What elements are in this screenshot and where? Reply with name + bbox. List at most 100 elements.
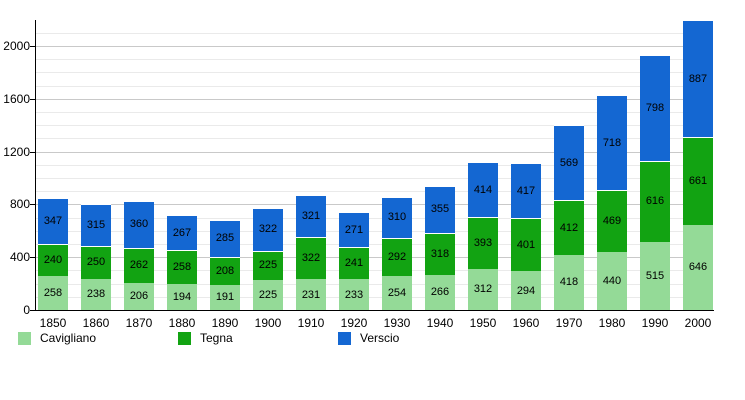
bar-segment-tegna-1870 — [124, 248, 154, 283]
bar-segment-cavigliano-1930 — [382, 276, 412, 310]
gridline-900 — [35, 191, 713, 193]
bar-segment-tegna-1860 — [81, 245, 111, 279]
y-axis-line — [35, 20, 36, 310]
bar-segment-tegna-1950 — [468, 216, 498, 269]
value-label-cavigliano-1870: 206 — [129, 290, 149, 303]
bar-segment-cavigliano-1880 — [167, 284, 197, 310]
value-label-cavigliano-1930: 254 — [387, 287, 407, 300]
x-axis-label-1880: 1880 — [168, 316, 196, 330]
value-label-cavigliano-1970: 418 — [559, 276, 579, 289]
y-axis-label-0: 0 — [23, 303, 30, 317]
gridline-700 — [35, 217, 713, 219]
bar-segment-cavigliano-1980 — [597, 251, 627, 310]
x-axis-label-1980: 1980 — [598, 316, 626, 330]
value-label-verscio-1950: 414 — [473, 183, 493, 196]
x-axis-label-2000: 2000 — [684, 316, 712, 330]
y-axis-tick-800 — [30, 204, 35, 206]
bar-segment-verscio-1860 — [81, 203, 111, 246]
gridline-1900 — [35, 59, 713, 61]
bar-segment-cavigliano-1860 — [81, 278, 111, 310]
gridline-1200 — [35, 151, 713, 153]
value-label-cavigliano-1900: 225 — [258, 289, 278, 302]
bar-segment-tegna-1990 — [640, 160, 670, 242]
gridline-1000 — [35, 177, 713, 179]
bar-segment-tegna-1890 — [210, 257, 240, 285]
y-axis-label-800: 800 — [9, 197, 30, 212]
value-label-tegna-1890: 208 — [215, 265, 235, 278]
x-axis-label-1960: 1960 — [512, 316, 540, 330]
value-label-cavigliano-2000: 646 — [688, 261, 708, 274]
bar-segment-tegna-1960 — [511, 218, 541, 272]
gridline-1500 — [35, 111, 713, 113]
gridline-2100 — [35, 32, 713, 34]
y-axis-tick-1600 — [30, 98, 35, 100]
x-axis-label-1950: 1950 — [469, 316, 497, 330]
value-label-verscio-1990: 798 — [645, 101, 665, 114]
bar-segment-verscio-1930 — [382, 196, 412, 238]
value-label-verscio-1870: 360 — [129, 218, 149, 231]
value-label-verscio-1940: 355 — [430, 203, 450, 216]
bar-segment-cavigliano-1940 — [425, 274, 455, 310]
x-axis-label-1940: 1940 — [426, 316, 454, 330]
bar-segment-verscio-1960 — [511, 163, 541, 219]
value-label-cavigliano-1920: 233 — [344, 288, 364, 301]
gridline-300 — [35, 270, 713, 272]
bar-segment-tegna-1930 — [382, 237, 412, 277]
value-label-verscio-1860: 315 — [86, 218, 106, 231]
bar-segment-verscio-2000 — [683, 20, 713, 138]
bar-segment-cavigliano-1870 — [124, 282, 154, 310]
value-label-tegna-1970: 412 — [559, 221, 579, 234]
x-axis-label-1900: 1900 — [254, 316, 282, 330]
legend-swatch-cavigliano — [18, 331, 31, 345]
value-label-cavigliano-1940: 266 — [430, 286, 450, 299]
bar-segment-verscio-1870 — [124, 200, 154, 249]
x-axis-label-1850: 1850 — [39, 316, 67, 330]
bar-segment-tegna-1880 — [167, 250, 197, 285]
x-axis-label-1870: 1870 — [125, 316, 153, 330]
y-axis-label-400: 400 — [9, 250, 30, 265]
gridline-800 — [35, 204, 713, 206]
x-axis-label-1860: 1860 — [82, 316, 110, 330]
value-label-cavigliano-1880: 194 — [172, 291, 192, 304]
value-label-cavigliano-1850: 258 — [43, 286, 63, 299]
value-label-tegna-1880: 258 — [172, 261, 192, 274]
bar-segment-verscio-1940 — [425, 185, 455, 233]
gridline-600 — [35, 230, 713, 232]
bar-segment-cavigliano-2000 — [683, 224, 713, 310]
y-axis-label-1200: 1200 — [3, 144, 30, 159]
value-label-tegna-1980: 469 — [602, 214, 622, 227]
value-label-tegna-1990: 616 — [645, 195, 665, 208]
x-axis-label-1970: 1970 — [555, 316, 583, 330]
x-axis-label-1920: 1920 — [340, 316, 368, 330]
value-label-verscio-1970: 569 — [559, 156, 579, 169]
y-axis-label-1600: 1600 — [3, 91, 30, 106]
bar-segment-verscio-1900 — [253, 208, 283, 251]
bar-segment-verscio-1970 — [554, 125, 584, 201]
bar-segment-tegna-1850 — [38, 244, 68, 276]
bar-segment-verscio-1950 — [468, 162, 498, 217]
value-label-verscio-1900: 322 — [258, 223, 278, 236]
value-label-verscio-1850: 347 — [43, 215, 63, 228]
x-axis-line — [35, 310, 714, 311]
y-axis-tick-2000 — [30, 45, 35, 47]
gridline-1600 — [35, 98, 713, 100]
gridline-500 — [35, 243, 713, 245]
bar-segment-tegna-1910 — [296, 236, 326, 280]
legend-label-cavigliano: Cavigliano — [40, 331, 97, 345]
value-label-cavigliano-1950: 312 — [473, 283, 493, 296]
value-label-tegna-1930: 292 — [387, 251, 407, 264]
legend-label-tegna: Tegna — [200, 331, 233, 345]
bar-segment-tegna-1900 — [253, 250, 283, 281]
gridline-1800 — [35, 72, 713, 74]
legend-swatch-verscio — [338, 331, 351, 345]
legend-item-verscio: Verscio — [338, 331, 399, 345]
value-label-cavigliano-1890: 191 — [215, 291, 235, 304]
bar-segment-cavigliano-1920 — [339, 279, 369, 310]
y-axis-label-2000: 2000 — [3, 38, 30, 53]
bar-segment-cavigliano-1990 — [640, 241, 670, 310]
value-label-verscio-1920: 271 — [344, 223, 364, 236]
value-label-tegna-1910: 322 — [301, 252, 321, 265]
value-label-tegna-1870: 262 — [129, 259, 149, 272]
bar-segment-cavigliano-1960 — [511, 271, 541, 310]
